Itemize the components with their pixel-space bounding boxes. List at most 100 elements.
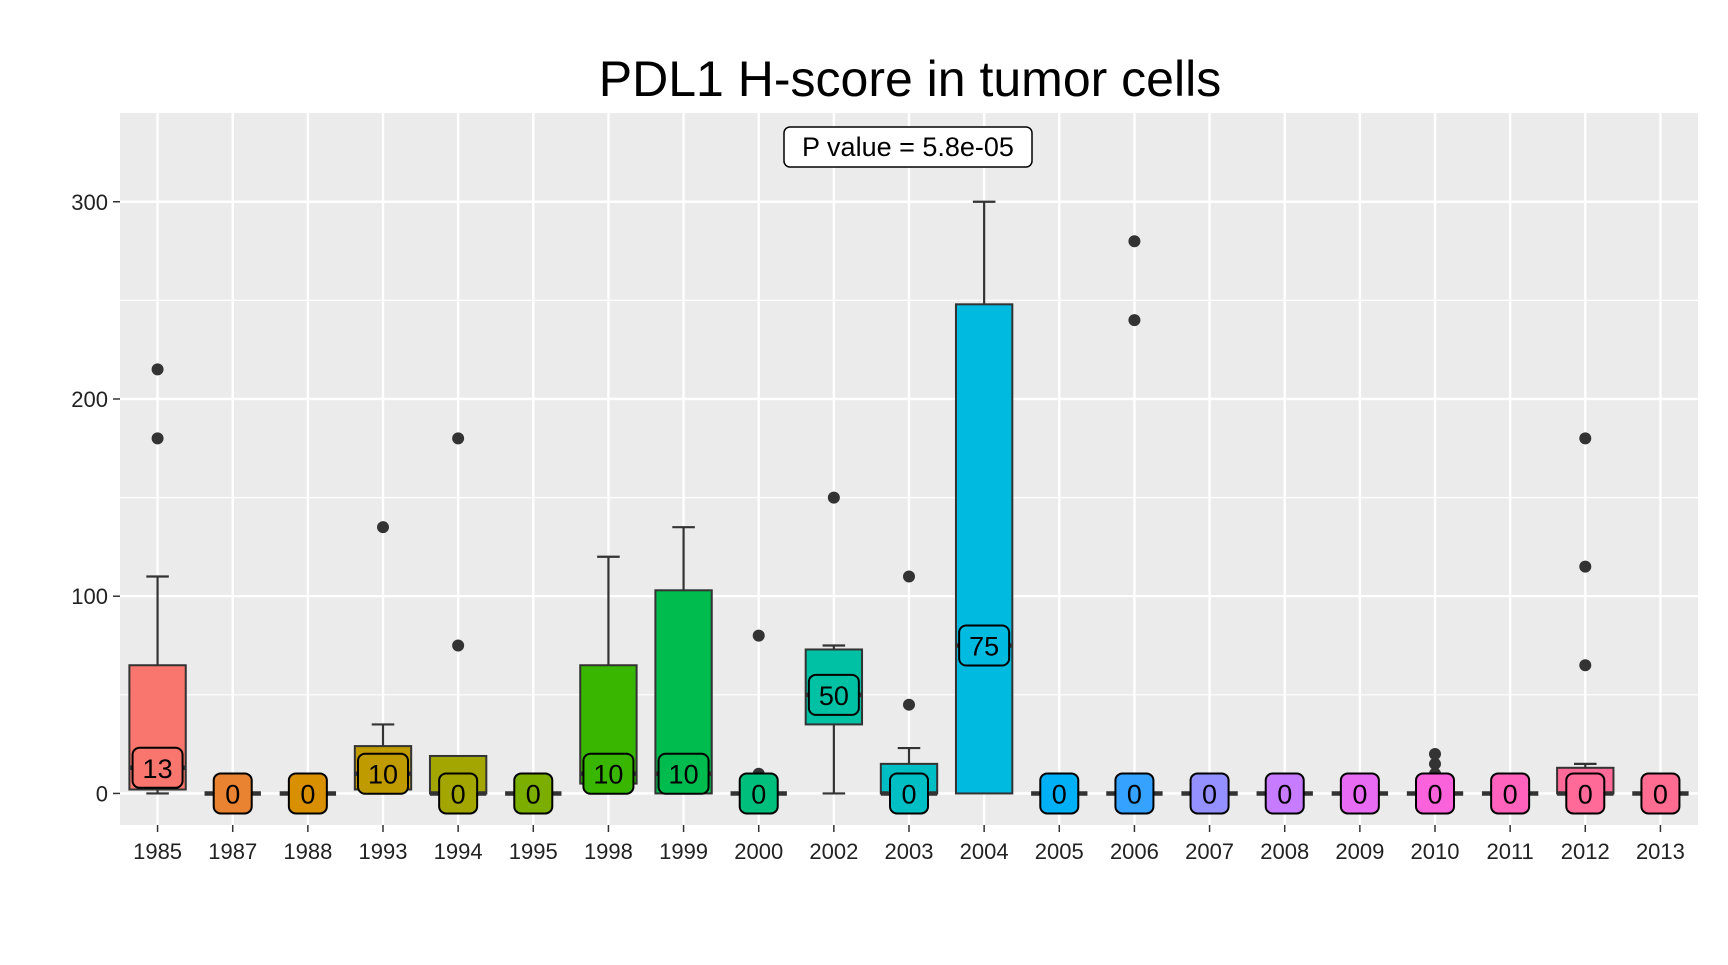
- median-label-box: [738, 772, 779, 815]
- annotation-layer: P value = 5.8e-05: [783, 126, 1033, 168]
- box-group-1987: 0: [204, 772, 261, 815]
- median-label-box: [1339, 772, 1380, 815]
- box-group-2011: 0: [1481, 772, 1539, 815]
- y-tick-label: 0: [96, 781, 108, 806]
- median-label: 0: [451, 779, 466, 809]
- outlier-point: [377, 521, 389, 534]
- median-label-box: [807, 673, 860, 716]
- median-label-box: [287, 772, 328, 815]
- p-value-label: P value = 5.8e-05: [802, 132, 1014, 162]
- median-label-box: [1565, 772, 1606, 815]
- outlier-point: [1429, 757, 1441, 770]
- median-label: 0: [526, 779, 541, 809]
- box-group-2007: 0: [1181, 772, 1238, 815]
- box-group-1994: 0: [428, 432, 488, 815]
- x-tick-label: 2012: [1561, 839, 1610, 864]
- median-label: 0: [1427, 779, 1442, 809]
- outlier-point: [827, 491, 840, 504]
- chart-title: PDL1 H-score in tumor cells: [599, 51, 1221, 107]
- median-label-box: [131, 746, 184, 789]
- p-value-label-box: [783, 126, 1033, 168]
- median-label: 0: [1277, 779, 1292, 809]
- median-label-box: [958, 624, 1011, 667]
- box-group-1995: 0: [505, 772, 562, 815]
- box-group-2013: 0: [1632, 772, 1689, 815]
- x-tick-label: 1993: [359, 839, 408, 864]
- box-group-2004: 75: [954, 200, 1014, 795]
- median-label: 0: [300, 779, 315, 809]
- median-label: 75: [969, 632, 999, 662]
- median-label: 10: [669, 760, 699, 790]
- y-tick-label: 300: [71, 190, 108, 215]
- x-tick-label: 2013: [1636, 839, 1685, 864]
- box-group-2005: 0: [1031, 772, 1088, 815]
- x-tick-label: 1988: [283, 839, 332, 864]
- x-tick-label: 1994: [434, 839, 483, 864]
- x-tick-label: 1998: [584, 839, 633, 864]
- x-tick-label: 2008: [1260, 839, 1309, 864]
- median-label-box: [1640, 772, 1681, 815]
- median-label: 0: [1052, 779, 1067, 809]
- outlier-point: [1579, 432, 1592, 445]
- median-label: 50: [819, 681, 849, 711]
- x-tick-label: 2006: [1110, 839, 1159, 864]
- median-label-box: [1189, 772, 1230, 815]
- box-group-1988: 0: [279, 772, 337, 815]
- median-label: 0: [1127, 779, 1142, 809]
- median-label-box: [657, 752, 710, 795]
- box-group-1998: 10: [579, 555, 638, 795]
- median-label-box: [438, 772, 479, 815]
- outlier-point: [151, 432, 164, 445]
- outlier-point: [1579, 659, 1592, 672]
- x-tick-label: 1995: [509, 839, 558, 864]
- box-group-1999: 10: [654, 526, 713, 795]
- x-tick-label: 2011: [1486, 839, 1533, 864]
- median-label: 0: [1578, 779, 1593, 809]
- x-tick-label: 1999: [659, 839, 708, 864]
- outlier-point: [151, 363, 164, 376]
- x-tick-label: 2003: [885, 839, 934, 864]
- x-tick-label: 2004: [960, 839, 1009, 864]
- median-label-box: [1490, 772, 1531, 815]
- median-label: 0: [1202, 779, 1217, 809]
- box-body: [954, 303, 1014, 795]
- box-group-1985: 13: [128, 363, 187, 795]
- box-group-2006: 0: [1106, 235, 1163, 815]
- y-tick-label: 200: [71, 387, 108, 412]
- box-group-2003: 0: [879, 570, 939, 815]
- x-tick-label: 2010: [1411, 839, 1460, 864]
- outlier-point: [452, 432, 465, 445]
- x-tick-label: 2002: [809, 839, 858, 864]
- x-tick-label: 1985: [133, 839, 182, 864]
- median-label-box: [357, 752, 409, 795]
- median-label-box: [1039, 772, 1080, 815]
- median-label: 0: [225, 779, 240, 809]
- median-label: 10: [368, 760, 398, 790]
- box-group-2002: 50: [804, 491, 864, 795]
- median-label: 0: [1653, 779, 1668, 809]
- box-group-2012: 0: [1556, 432, 1615, 815]
- median-label-box: [1415, 772, 1455, 815]
- median-label-box: [582, 752, 635, 795]
- outlier-point: [903, 698, 915, 711]
- box-group-2010: 0: [1406, 747, 1464, 815]
- median-label: 10: [593, 760, 623, 790]
- median-label-box: [513, 772, 554, 815]
- outlier-point: [1128, 314, 1141, 327]
- box-group-2009: 0: [1331, 772, 1389, 815]
- y-tick-label: 100: [71, 584, 108, 609]
- x-tick-label: 2007: [1185, 839, 1234, 864]
- x-tick-label: 1987: [208, 839, 257, 864]
- outlier-point: [752, 629, 765, 642]
- median-label: 0: [901, 779, 916, 809]
- median-label-box: [889, 772, 929, 815]
- x-tick-label: 2000: [734, 839, 783, 864]
- median-label: 0: [751, 779, 766, 809]
- outlier-point: [1579, 560, 1592, 573]
- median-label-box: [1114, 772, 1155, 815]
- median-label: 13: [143, 754, 173, 784]
- box-group-2000: 0: [730, 629, 787, 815]
